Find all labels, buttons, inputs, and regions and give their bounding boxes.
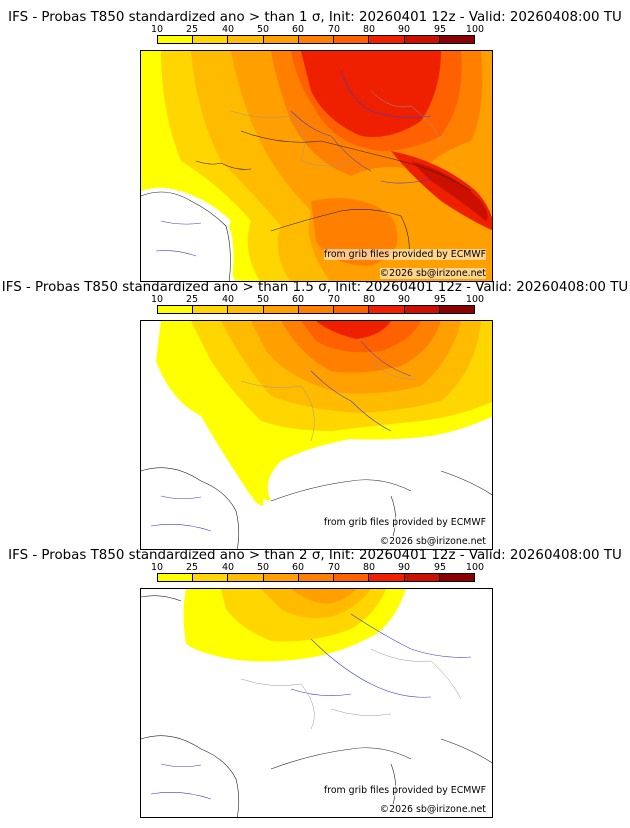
colorbar-segment xyxy=(369,36,405,43)
map-panel-2: IFS - Probas T850 standardized ano > tha… xyxy=(0,280,630,552)
credit-source: from grib files provided by ECMWF xyxy=(323,517,486,528)
colorbar-tick: 80 xyxy=(362,562,376,573)
map-panel-3: IFS - Probas T850 standardized ano > tha… xyxy=(0,548,630,820)
credit-source: from grib files provided by ECMWF xyxy=(323,249,486,260)
colorbar-segment xyxy=(439,306,474,313)
colorbar-tick: 60 xyxy=(291,294,305,305)
colorbar xyxy=(157,305,475,314)
colorbar-ticks: 10 25 40 50 60 70 80 90 95 100 xyxy=(0,25,630,35)
colorbar-segment xyxy=(158,574,194,581)
colorbar xyxy=(157,573,475,582)
sea-area xyxy=(141,187,234,281)
colorbar-segment xyxy=(158,36,194,43)
colorbar-tick: 70 xyxy=(327,24,341,35)
panel-title: IFS - Probas T850 standardized ano > tha… xyxy=(8,10,622,25)
colorbar-ticks: 10 25 40 50 60 70 80 90 95 100 xyxy=(0,563,630,573)
prob-area-90 xyxy=(411,161,488,221)
colorbar-segment xyxy=(334,306,370,313)
colorbar-tick: 70 xyxy=(327,294,341,305)
credit-source: from grib files provided by ECMWF xyxy=(323,785,486,796)
colorbar-segment xyxy=(263,36,299,43)
rivers xyxy=(150,613,472,800)
coastlines xyxy=(141,130,472,281)
coastlines xyxy=(141,595,492,817)
colorbar-tick: 90 xyxy=(397,24,411,35)
colorbar-segment xyxy=(334,574,370,581)
probability-map: from grib files provided by ECMWF ©2026 … xyxy=(140,50,493,282)
map-canvas xyxy=(141,321,492,549)
colorbar-segment xyxy=(263,306,299,313)
prob-area-80 xyxy=(301,51,441,137)
admin-borders xyxy=(240,648,462,730)
colorbar-tick: 10 xyxy=(150,24,164,35)
prob-area-10b xyxy=(251,491,264,506)
colorbar-segment xyxy=(369,574,405,581)
colorbar-segment xyxy=(228,306,264,313)
colorbar-segment xyxy=(439,36,474,43)
colorbar-tick: 70 xyxy=(327,562,341,573)
colorbar-tick: 25 xyxy=(185,24,199,35)
prob-area-80 xyxy=(316,321,391,339)
colorbar-tick: 80 xyxy=(362,294,376,305)
rivers xyxy=(155,70,432,257)
colorbar-segment xyxy=(158,306,194,313)
colorbar-tick: 40 xyxy=(221,562,235,573)
colorbar-tick: 10 xyxy=(150,562,164,573)
map-canvas xyxy=(141,589,492,817)
admin-borders xyxy=(240,360,417,442)
colorbar-tick: 50 xyxy=(256,294,270,305)
colorbar-segment xyxy=(228,574,264,581)
map-canvas xyxy=(141,51,492,281)
colorbar-segment xyxy=(228,36,264,43)
probability-map: from grib files provided by ECMWF ©2026 … xyxy=(140,320,493,550)
colorbar-tick: 90 xyxy=(397,294,411,305)
colorbar-segment xyxy=(263,574,299,581)
colorbar-tick: 95 xyxy=(433,24,447,35)
colorbar-segment xyxy=(298,574,335,581)
credit-author: ©2026 sb@irizone.net xyxy=(379,268,486,279)
colorbar-tick: 100 xyxy=(465,562,485,573)
colorbar-tick: 10 xyxy=(150,294,164,305)
prob-area-80b xyxy=(391,151,492,231)
colorbar-ticks: 10 25 40 50 60 70 80 90 95 100 xyxy=(0,295,630,305)
colorbar-tick: 90 xyxy=(397,562,411,573)
map-panel-1: IFS - Probas T850 standardized ano > tha… xyxy=(0,10,630,282)
colorbar-tick: 95 xyxy=(433,562,447,573)
admin-borders xyxy=(230,90,442,167)
colorbar-tick: 60 xyxy=(291,562,305,573)
colorbar xyxy=(157,35,475,44)
colorbar-tick: 40 xyxy=(221,294,235,305)
colorbar-tick: 80 xyxy=(362,24,376,35)
colorbar-tick: 25 xyxy=(185,562,199,573)
colorbar-segment xyxy=(404,306,440,313)
colorbar-segment xyxy=(193,306,229,313)
colorbar-tick: 95 xyxy=(433,294,447,305)
colorbar-segment xyxy=(193,574,229,581)
colorbar-tick: 100 xyxy=(465,24,485,35)
prob-area-50 xyxy=(291,589,356,604)
panel-title: IFS - Probas T850 standardized ano > tha… xyxy=(8,548,622,563)
colorbar-tick: 25 xyxy=(185,294,199,305)
probability-map: from grib files provided by ECMWF ©2026 … xyxy=(140,588,493,818)
colorbar-segment xyxy=(404,36,440,43)
coastlines xyxy=(141,467,492,549)
credit-author: ©2026 sb@irizone.net xyxy=(379,536,486,547)
colorbar-segment xyxy=(334,36,370,43)
colorbar-tick: 50 xyxy=(256,562,270,573)
colorbar-tick: 100 xyxy=(465,294,485,305)
colorbar-segment xyxy=(298,306,335,313)
colorbar-segment xyxy=(404,574,440,581)
colorbar-segment xyxy=(193,36,229,43)
credit-author: ©2026 sb@irizone.net xyxy=(379,804,486,815)
colorbar-tick: 50 xyxy=(256,24,270,35)
colorbar-segment xyxy=(298,36,335,43)
colorbar-tick: 60 xyxy=(291,24,305,35)
colorbar-segment xyxy=(369,306,405,313)
colorbar-tick: 40 xyxy=(221,24,235,35)
rivers xyxy=(150,340,412,532)
colorbar-segment xyxy=(439,574,474,581)
panel-title: IFS - Probas T850 standardized ano > tha… xyxy=(1,280,629,295)
